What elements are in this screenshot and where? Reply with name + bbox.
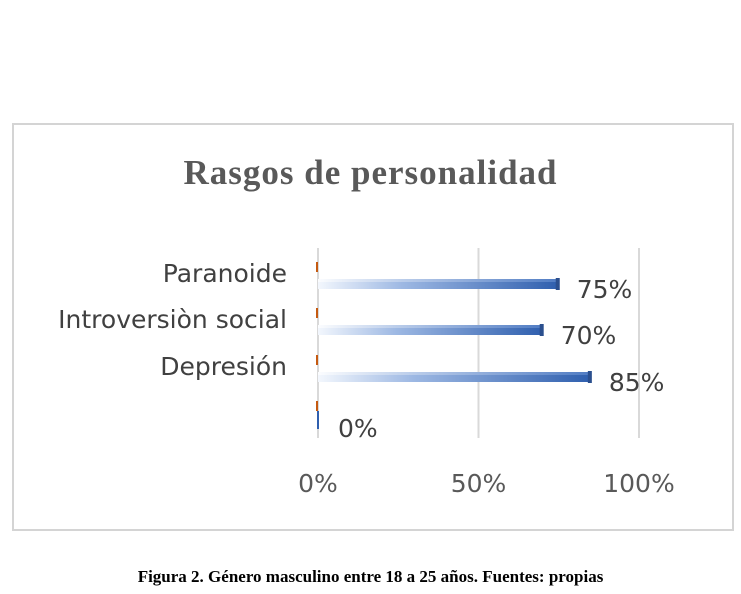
x-tick-label: 50% bbox=[451, 469, 507, 498]
figure-caption: Figura 2. Género masculino entre 18 a 25… bbox=[137, 567, 604, 586]
bar-base-mark bbox=[316, 355, 318, 365]
data-label: 70% bbox=[561, 321, 617, 350]
x-tick-label: 0% bbox=[298, 469, 338, 498]
x-tick-label: 100% bbox=[603, 469, 674, 498]
data-label: 75% bbox=[577, 275, 633, 304]
chart-title: Rasgos de personalidad bbox=[183, 153, 558, 192]
data-label: 85% bbox=[609, 368, 665, 397]
bar bbox=[318, 278, 560, 290]
category-label: Depresión bbox=[160, 352, 287, 381]
data-label: 0% bbox=[338, 414, 378, 443]
category-label: Paranoide bbox=[163, 259, 287, 288]
bar-base-mark bbox=[316, 401, 318, 411]
bar bbox=[318, 371, 592, 383]
bar bbox=[318, 324, 544, 336]
category-label: Introversiòn social bbox=[58, 305, 287, 334]
bar-base-mark bbox=[316, 262, 318, 272]
bar-base-mark bbox=[316, 308, 318, 318]
